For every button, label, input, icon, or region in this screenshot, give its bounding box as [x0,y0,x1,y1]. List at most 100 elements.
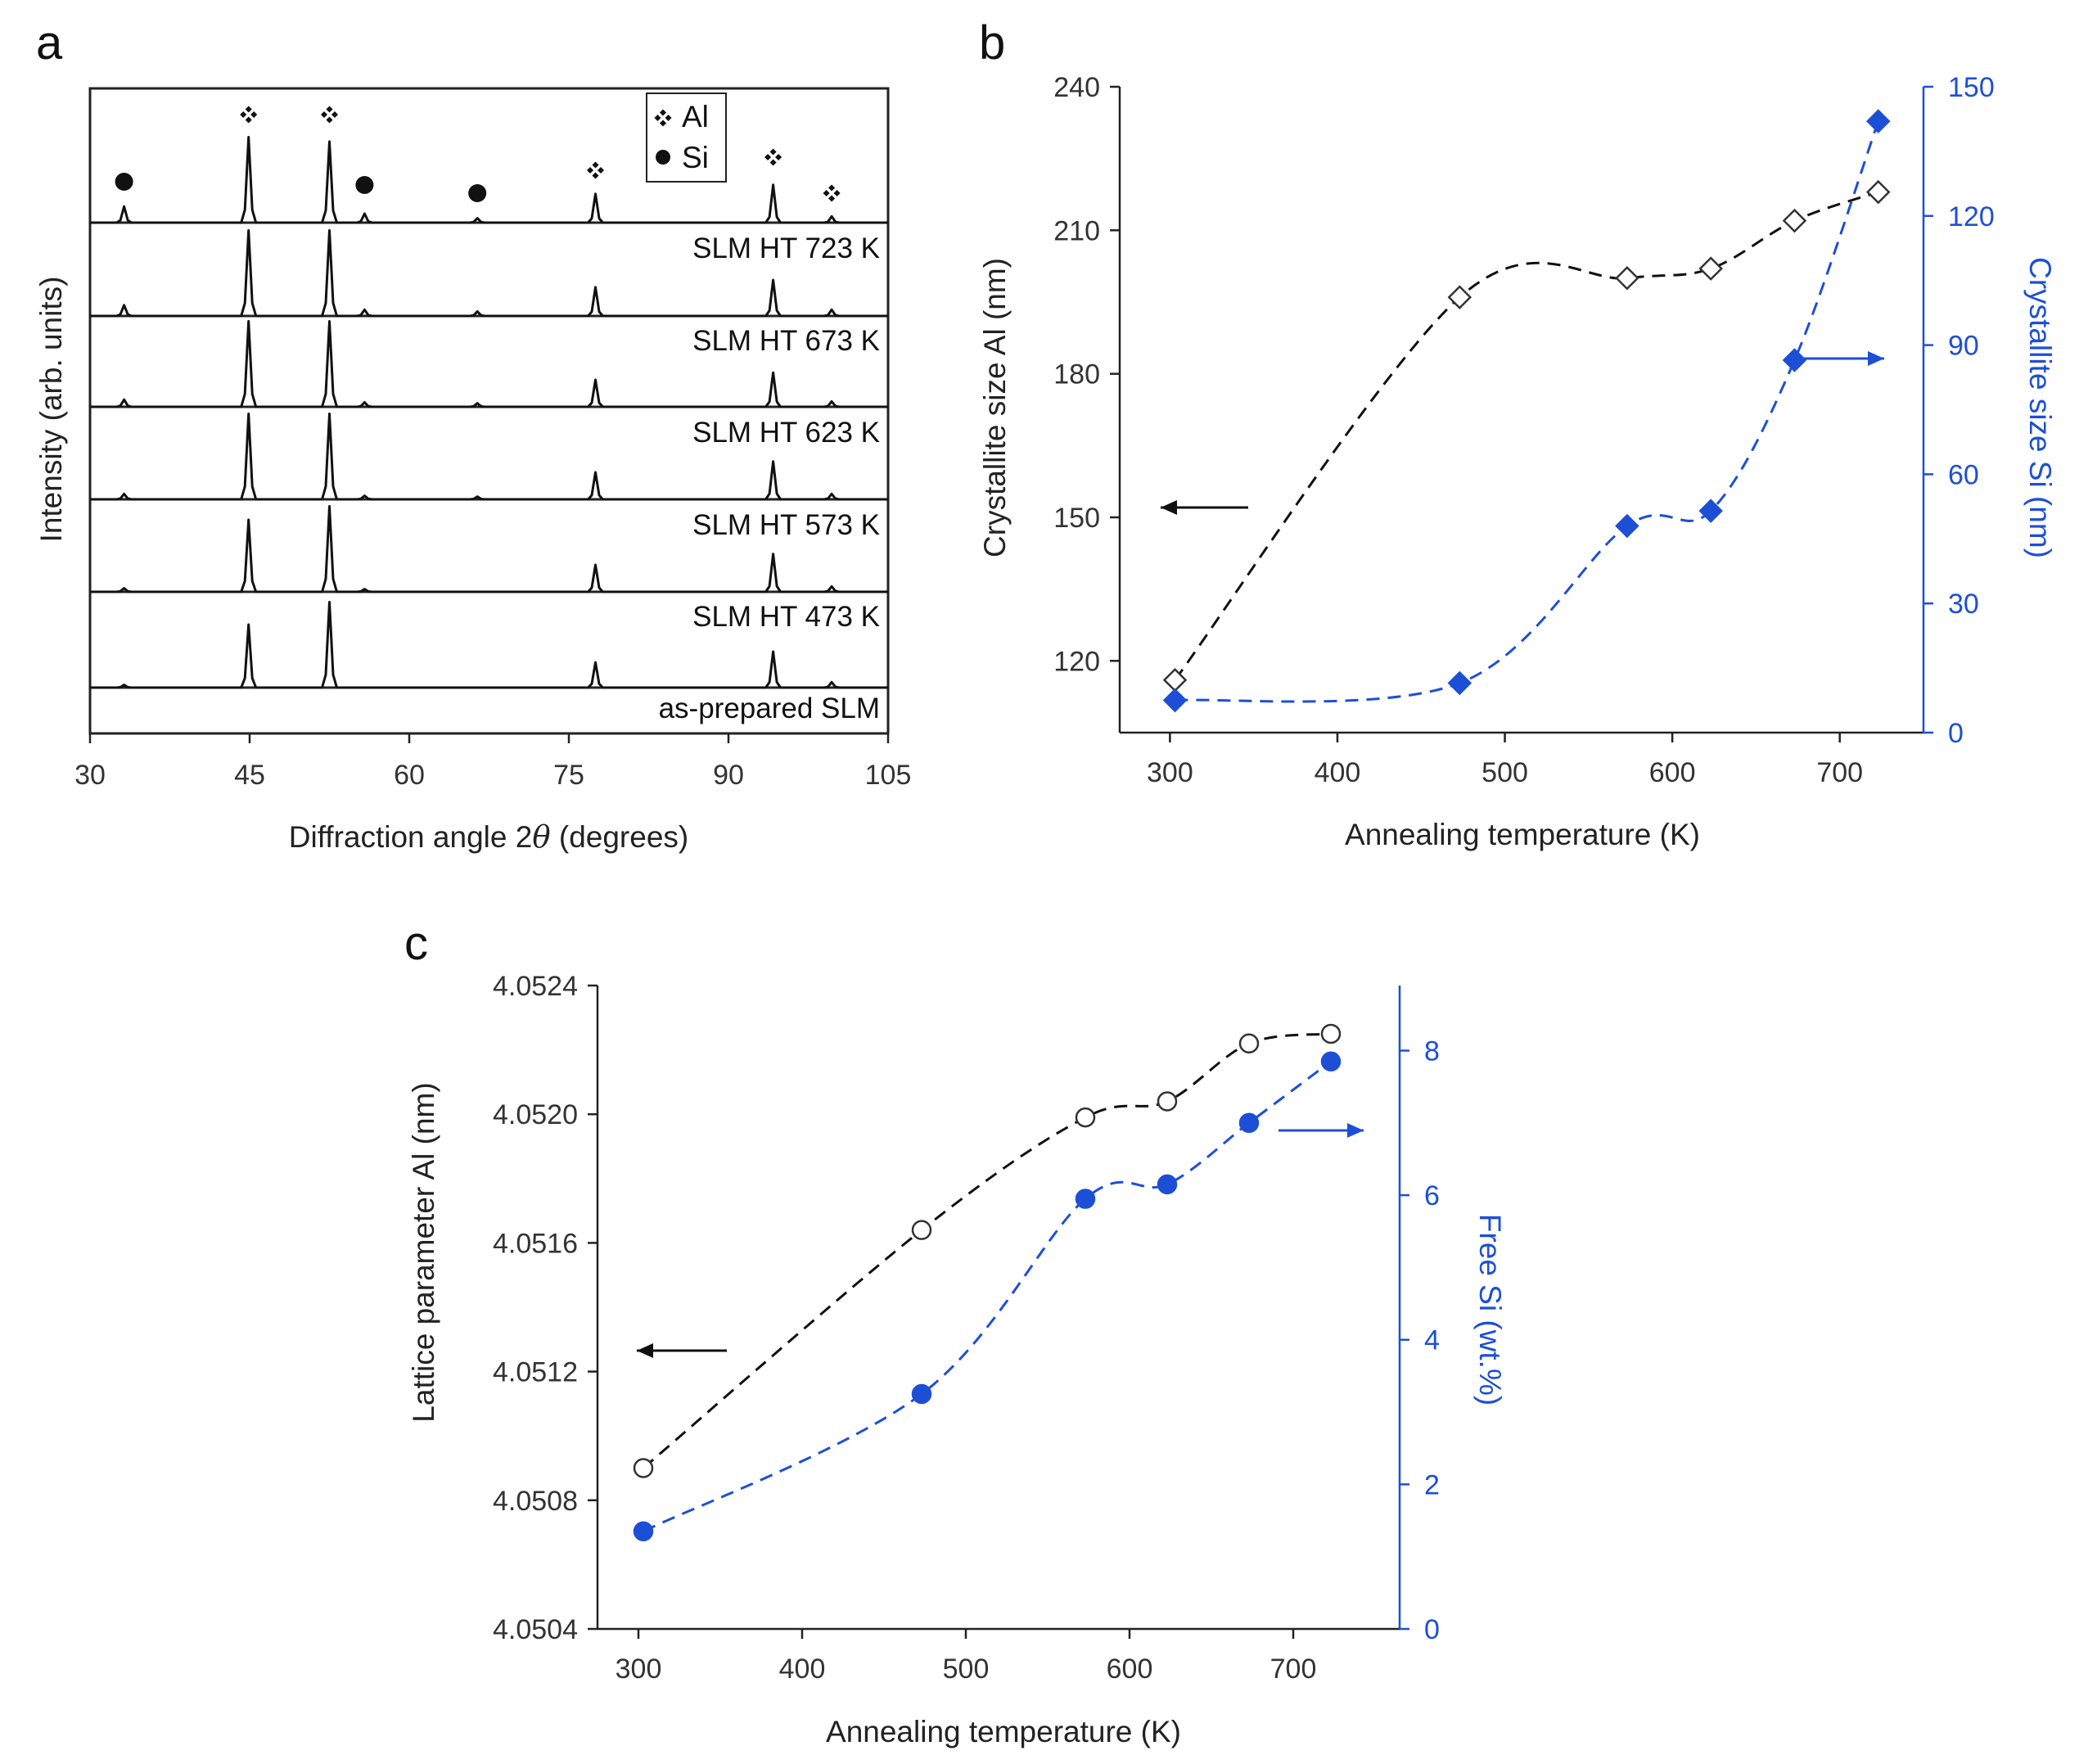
left-y-tick-label: 4.0520 [493,1099,578,1130]
panel-a-x-ticks: 30 45 60 75 90 105 [74,733,911,791]
legend-al-lobes-lobe [654,114,661,122]
panel-a-x-axis-label: Diffraction angle 2θ (degrees) [289,819,688,855]
legend-al-lobes-lobe [659,109,667,116]
trace-label: SLM HT 673 K [692,325,880,357]
panel-b-right-y-axis-label: Crystallite size Si (nm) [2023,257,2057,558]
x-tick-label: 500 [1481,757,1528,788]
right-y-tick-label: 4 [1424,1325,1440,1356]
x-tick-label: 700 [1270,1653,1317,1685]
right-y-tick-label: 60 [1948,459,1979,490]
al-peak-marker-lobe [250,111,258,119]
al-peak-marker-lobe [326,106,333,113]
x-tick-label: 700 [1816,757,1863,788]
diamond-cluster-icon [654,109,672,127]
left-y-tick-label: 120 [1053,646,1100,677]
right-y-tick-label: 2 [1424,1469,1440,1500]
trace-label: SLM HT 473 K [692,601,880,633]
left-y-tick-label: 180 [1053,359,1100,390]
right-y-tick-label: 120 [1948,201,1995,232]
right-arrow-icon [1868,351,1884,366]
si-peak-marker [468,184,487,202]
trace-label: SLM HT 573 K [692,509,880,541]
al-peak-marker-lobe [245,106,252,113]
x-tick-label: 75 [553,760,584,791]
si-peak-marker [355,176,374,194]
x-tick-label: 90 [713,760,744,791]
x-tick-label: 30 [74,760,106,791]
right-y-tick-label: 90 [1948,331,1979,362]
al-peak-marker-lobe [769,148,777,156]
panel-a-traces [90,136,888,689]
al-peak-marker-lobe [597,166,605,174]
data-point-circle [633,1521,654,1542]
data-point-circle [1157,1091,1178,1112]
al-peak-marker-lobe [769,159,777,166]
panel-c-x-axis-label: Annealing temperature (K) [826,1715,1181,1748]
panel-b-left-y-axis-label: Crystallite size Al (nm) [978,258,1012,557]
trace-label: SLM HT 723 K [692,232,880,264]
x-tick-label: 600 [1649,757,1696,788]
data-point-diamond [1865,179,1891,205]
legend-label-si: Si [682,141,709,174]
al-peak-marker-lobe [833,189,841,197]
right-arrow-icon [1347,1123,1364,1138]
data-point-diamond [1447,285,1472,309]
data-point-diamond [1698,256,1723,281]
xrd-trace [90,601,888,689]
x-tick-label: 300 [1147,757,1193,788]
xrd-trace [90,229,888,318]
panel-c-right-y-axis-label: Free Si (wt.%) [1473,1214,1507,1405]
left-y-tick-label: 210 [1053,215,1100,246]
data-point-circle [1320,1051,1342,1071]
panel-c-letter: c [404,917,428,970]
left-y-tick-label: 240 [1053,72,1100,103]
data-point-diamond [1162,688,1188,713]
al-peak-marker-lobe [586,166,594,174]
data-point-diamond [1782,208,1807,233]
left-series-trend-line [1174,191,1879,681]
al-peak-marker-lobe [592,172,599,179]
data-point-circle [633,1458,654,1478]
left-y-tick-label: 4.0524 [493,971,578,1002]
left-y-tick-label: 4.0516 [493,1228,578,1259]
panel-a-plot-frame [88,87,890,735]
data-point-circle [1320,1023,1342,1044]
x-tick-label: 600 [1107,1653,1153,1685]
data-point-diamond [1615,513,1639,539]
al-peak-marker [240,106,258,124]
xrd-trace [90,136,888,224]
al-peak-marker-lobe [240,111,247,119]
left-y-tick-label: 4.0508 [493,1486,578,1517]
legend-label-al: Al [682,100,709,133]
right-y-tick-label: 8 [1424,1035,1440,1067]
data-point-diamond [1615,266,1639,291]
al-peak-marker-lobe [828,195,836,202]
right-y-tick-label: 6 [1424,1180,1440,1211]
left-series-trend-line [643,1032,1332,1469]
al-peak-marker-lobe [592,161,599,169]
left-y-tick-label: 4.0504 [493,1614,578,1645]
x-tick-label: 500 [943,1653,990,1685]
left-arrow-icon [637,1343,653,1358]
data-point-circle [911,1220,932,1240]
panel-a-trace-labels: SLM HT 723 K SLM HT 673 K SLM HT 623 K SLM … [659,232,880,724]
x-tick-label: 45 [234,760,265,791]
right-y-tick-label: 0 [1424,1614,1440,1645]
data-point-circle [1075,1107,1096,1128]
data-point-circle [1238,1112,1260,1134]
data-point-diamond [1162,667,1188,693]
xrd-trace [90,505,888,593]
data-point-diamond [1782,348,1807,372]
data-point-circle [911,1383,932,1405]
left-y-tick-label: 4.0512 [493,1357,578,1388]
right-y-tick-label: 150 [1948,72,1995,103]
al-peak-marker [823,184,841,202]
al-peak-marker-lobe [331,111,339,119]
al-peak-marker-lobe [775,153,782,161]
legend-al-lobes-lobe [659,120,667,127]
x-tick-label: 400 [1315,757,1361,788]
data-point-diamond [1865,109,1891,133]
legend-al-lobes-lobe [665,114,672,122]
panel-a-peak-markers [115,106,841,202]
